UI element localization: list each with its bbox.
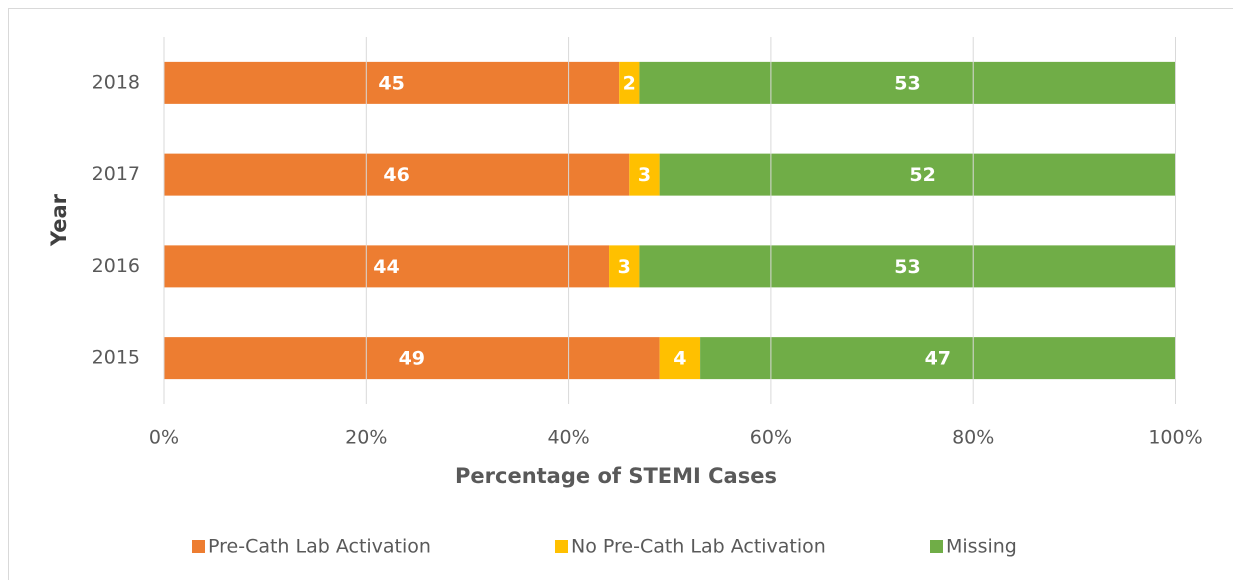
bars xyxy=(164,61,1176,380)
value-label: 49 xyxy=(399,348,425,370)
x-tick-label: 40% xyxy=(547,427,589,449)
bar-segment xyxy=(639,61,1176,104)
bar-segment xyxy=(619,61,640,104)
chart-border xyxy=(8,8,1233,580)
value-label: 3 xyxy=(618,256,631,278)
legend-label: Pre-Cath Lab Activation xyxy=(208,536,431,558)
value-label: 52 xyxy=(909,164,935,186)
bar-segment xyxy=(639,245,1176,288)
bar-segment xyxy=(609,245,640,288)
value-label: 4 xyxy=(673,348,686,370)
value-label: 47 xyxy=(925,348,951,370)
bar-segment xyxy=(629,153,660,196)
bar-segment xyxy=(659,153,1176,196)
x-tick-label: 80% xyxy=(952,427,994,449)
value-label: 2 xyxy=(623,72,636,94)
bar-segment xyxy=(164,61,620,104)
x-tick-label: 0% xyxy=(149,427,179,449)
value-label: 46 xyxy=(383,164,409,186)
legend-swatch xyxy=(930,540,943,553)
value-label: 3 xyxy=(638,164,651,186)
value-label: 53 xyxy=(894,72,920,94)
value-label: 53 xyxy=(894,256,920,278)
y-tick-label: 2017 xyxy=(92,163,140,185)
bar-segment xyxy=(164,337,660,380)
y-axis-title: Year xyxy=(47,193,71,247)
y-tick-label: 2015 xyxy=(92,347,140,369)
x-axis-title: Percentage of STEMI Cases xyxy=(455,464,777,488)
bar-segment xyxy=(164,153,630,196)
value-label: 45 xyxy=(378,72,404,94)
y-tick-label: 2018 xyxy=(92,71,140,93)
bar-segment xyxy=(700,337,1176,380)
x-tick-label: 20% xyxy=(345,427,387,449)
value-label: 44 xyxy=(373,256,399,278)
legend-swatch xyxy=(555,540,568,553)
bar-segment xyxy=(659,337,701,380)
x-tick-label: 100% xyxy=(1148,427,1202,449)
bar-segment xyxy=(164,245,610,288)
legend-swatch xyxy=(192,540,205,553)
legend-label: Missing xyxy=(946,536,1017,558)
x-tick-label: 60% xyxy=(750,427,792,449)
legend-label: No Pre-Cath Lab Activation xyxy=(571,536,826,558)
y-tick-label: 2016 xyxy=(92,255,140,277)
